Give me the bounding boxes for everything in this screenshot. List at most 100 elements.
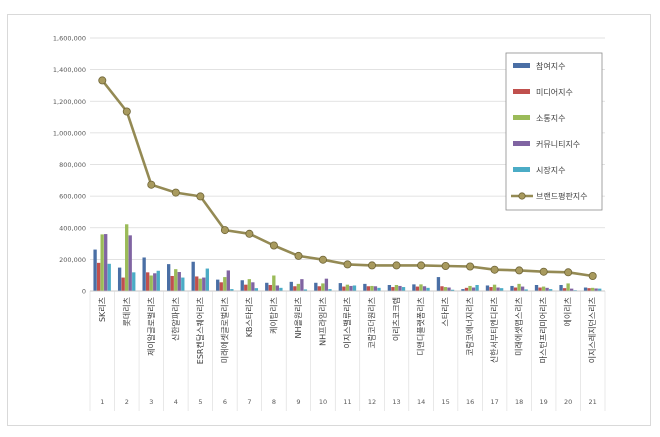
- line-series: [98, 76, 597, 280]
- bar: [370, 285, 374, 291]
- line-point: [294, 251, 303, 260]
- y-tick-label: 600,000: [59, 193, 86, 201]
- bar: [440, 286, 444, 291]
- rank-label: 4: [174, 398, 178, 406]
- line-point: [147, 180, 156, 189]
- line-point: [220, 226, 229, 235]
- bar: [349, 285, 353, 291]
- category-label: NH올원리츠: [294, 297, 303, 338]
- bar: [167, 264, 171, 291]
- rank-label: 3: [149, 398, 153, 406]
- bar: [363, 283, 367, 291]
- category-label: 에이리츠: [563, 297, 573, 326]
- line-point: [441, 261, 450, 270]
- series-미디어지수: [96, 262, 591, 291]
- category-label: 신한알파리츠: [170, 297, 180, 341]
- category-label: 마스턴프리미어리츠: [538, 297, 548, 363]
- rank-label: 8: [272, 398, 276, 406]
- bar: [492, 284, 497, 291]
- bar: [268, 284, 272, 291]
- category-label: 이지스밸류리츠: [342, 297, 352, 349]
- bar: [471, 287, 476, 291]
- bar: [412, 284, 416, 291]
- legend-swatch: [513, 141, 530, 146]
- bar: [149, 275, 153, 291]
- bar: [538, 287, 542, 291]
- y-tick-label: 1,400,000: [53, 66, 86, 74]
- bar: [296, 283, 301, 291]
- rank-label: 13: [392, 398, 400, 406]
- bar: [520, 286, 525, 291]
- x-axis: SK리츠 1 롯데리츠 2 제이알글로벌리츠 3 신한알파리츠 4 ESR켄달스퀘어리츠 5 미래에…: [89, 290, 606, 411]
- bar: [202, 277, 206, 291]
- bar: [443, 287, 448, 291]
- bar: [342, 286, 346, 291]
- bar: [321, 283, 325, 291]
- bar: [244, 284, 248, 291]
- line-point: [171, 188, 180, 197]
- bar: [398, 285, 402, 291]
- bar: [590, 287, 595, 291]
- bar: [352, 285, 357, 291]
- bar: [93, 249, 97, 291]
- bar: [419, 284, 423, 291]
- bar: [548, 289, 553, 291]
- bar: [541, 286, 546, 291]
- line-point: [490, 265, 499, 274]
- bar: [205, 268, 209, 291]
- bar: [377, 287, 381, 291]
- bar: [499, 288, 504, 291]
- bar: [447, 287, 451, 291]
- bar: [107, 263, 111, 291]
- bar: [373, 286, 378, 291]
- line-point: [367, 261, 376, 270]
- line-point: [98, 76, 107, 85]
- bar: [293, 286, 297, 291]
- category-label: 디앤디플랫폼리츠: [416, 297, 426, 356]
- rank-label: 19: [540, 398, 548, 406]
- legend-swatch: [513, 115, 530, 120]
- category-label: NH프라임리츠: [319, 297, 328, 346]
- rank-label: 12: [368, 398, 376, 406]
- bar: [559, 284, 563, 291]
- legend-swatch: [513, 63, 530, 68]
- bar: [598, 288, 602, 291]
- bar: [317, 286, 322, 291]
- y-axis-tick-labels: 0 200,000 400,000 600,000 800,000 1,000,000 1,…: [53, 35, 86, 296]
- bar: [230, 289, 234, 291]
- line-point: [392, 261, 401, 270]
- line-point: [122, 107, 131, 116]
- bar: [450, 289, 455, 291]
- series-소통지수: [100, 224, 595, 291]
- rank-label: 7: [247, 398, 251, 406]
- bar: [240, 280, 244, 291]
- bar: [121, 277, 125, 291]
- bar: [265, 282, 269, 291]
- category-label: 미래에셋글로벌리츠: [219, 297, 229, 363]
- bar: [517, 283, 521, 291]
- rank-label: 2: [125, 398, 129, 406]
- bar: [583, 287, 588, 291]
- y-tick-label: 800,000: [59, 161, 86, 169]
- bar: [254, 288, 259, 291]
- bar-series: [93, 224, 602, 291]
- bar: [587, 288, 591, 291]
- bar: [156, 270, 160, 291]
- rank-label: 14: [417, 398, 425, 406]
- bar: [100, 234, 104, 291]
- rank-label: 16: [466, 398, 474, 406]
- bar: [226, 270, 230, 291]
- rank-label: 20: [564, 398, 572, 406]
- bar: [303, 289, 308, 291]
- bar: [461, 289, 465, 291]
- category-label: 미래에셋맵스리츠: [514, 297, 524, 356]
- rank-label: 21: [589, 398, 597, 406]
- bar: [142, 257, 146, 291]
- bar: [468, 285, 472, 291]
- bar: [174, 269, 178, 291]
- rank-label: 6: [223, 398, 227, 406]
- bar: [275, 285, 280, 291]
- bar: [104, 234, 108, 291]
- bar: [181, 277, 185, 291]
